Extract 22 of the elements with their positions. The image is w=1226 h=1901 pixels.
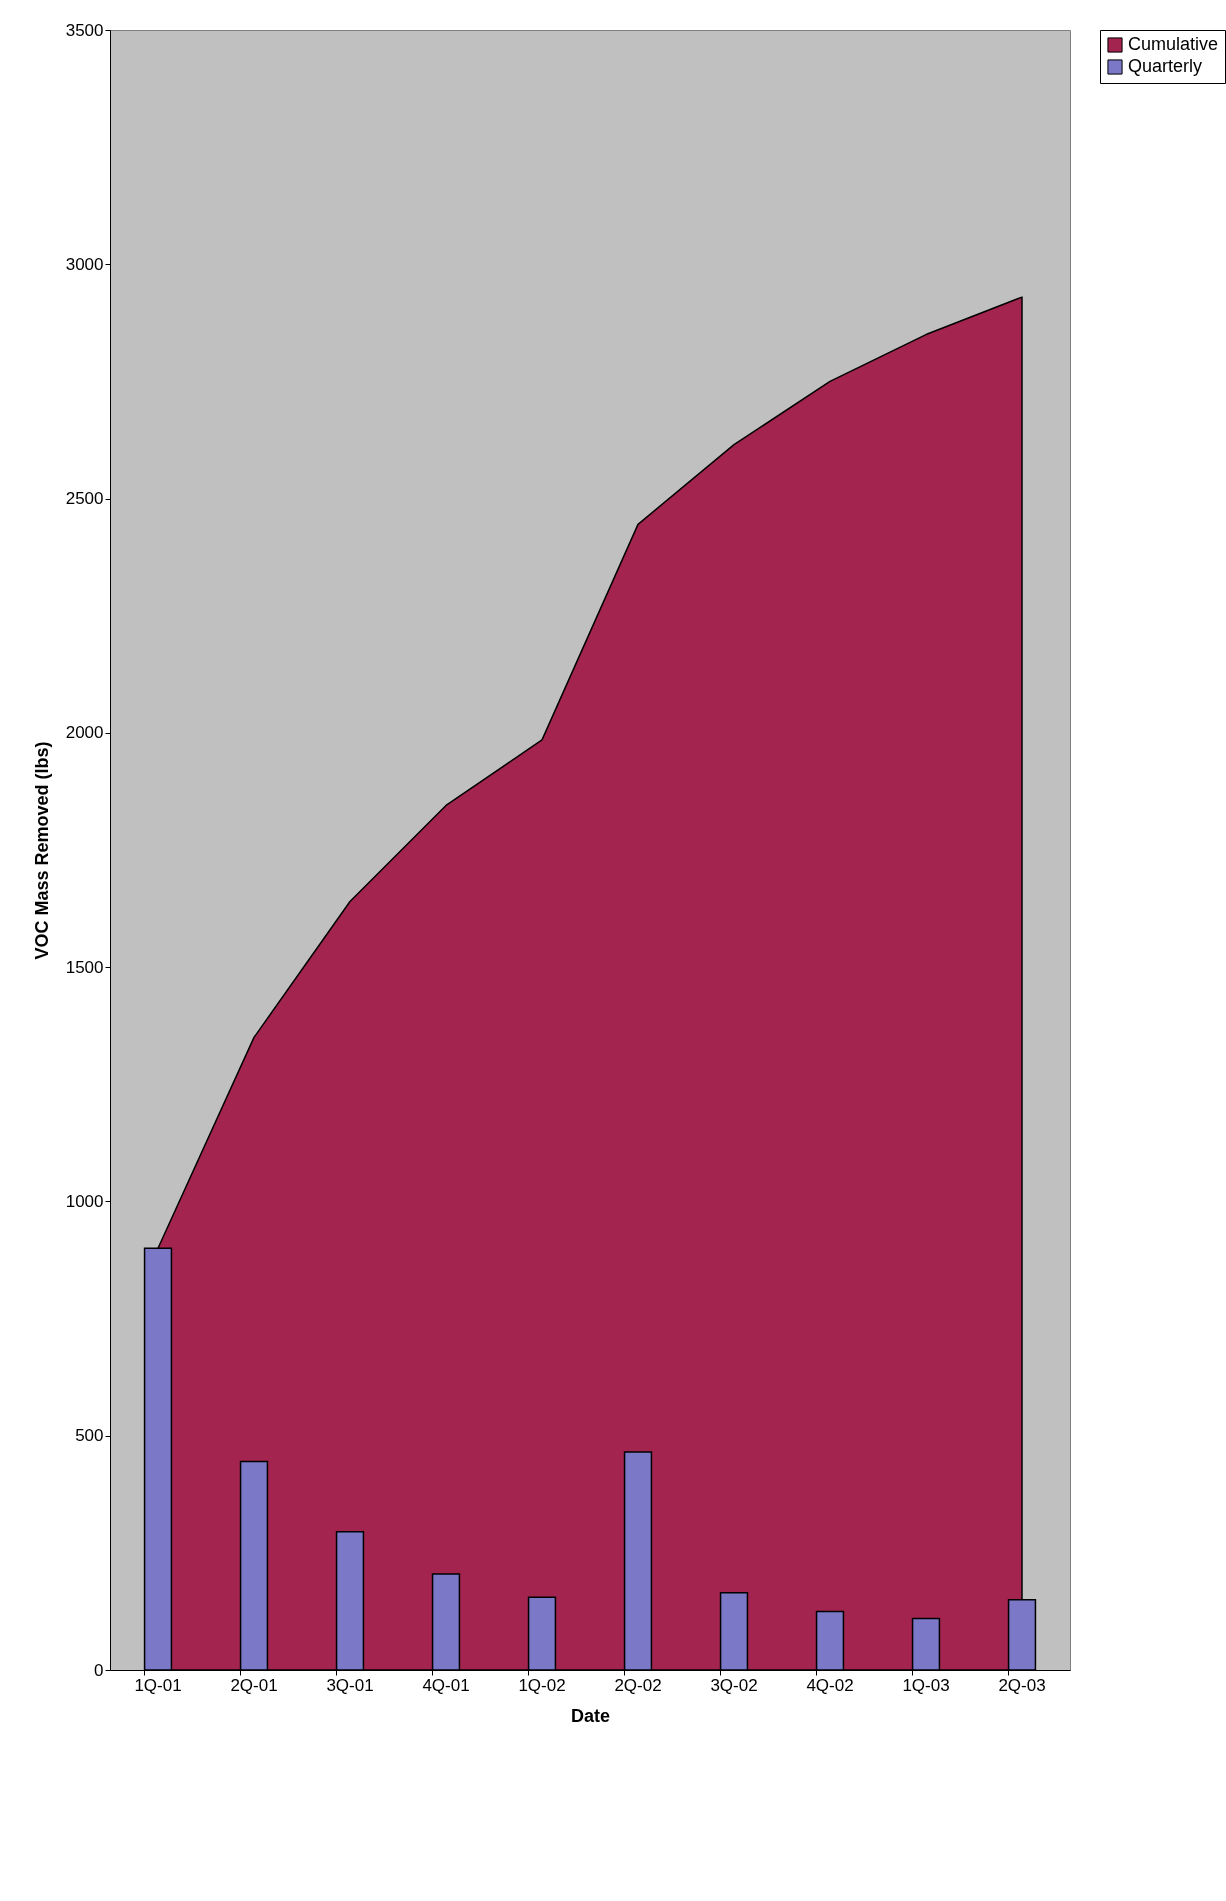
- y-tick-label: 2000: [65, 723, 104, 743]
- y-tick-label: 0: [94, 1660, 104, 1680]
- x-tick-label: 3Q-01: [326, 1675, 374, 1695]
- y-tick-label: 1000: [65, 1191, 104, 1211]
- y-tick-label: 3500: [65, 20, 104, 40]
- x-tick-label: 4Q-02: [806, 1675, 854, 1695]
- x-tick-label: 1Q-03: [902, 1675, 950, 1695]
- x-tick-label: 2Q-03: [998, 1675, 1046, 1695]
- x-tick-label: 2Q-02: [614, 1675, 662, 1695]
- x-tick-label: 3Q-02: [710, 1675, 758, 1695]
- legend-label: Quarterly: [1128, 56, 1203, 76]
- y-tick-label: 500: [75, 1426, 104, 1446]
- y-tick-label: 1500: [65, 957, 104, 977]
- y-axis-title: VOC Mass Removed (lbs): [31, 741, 52, 960]
- legend-label: Cumulative: [1128, 34, 1219, 54]
- x-tick-label: 1Q-01: [134, 1675, 182, 1695]
- x-tick-label: 1Q-02: [518, 1675, 566, 1695]
- x-tick-label: 4Q-01: [422, 1675, 470, 1695]
- x-axis-title: Date: [570, 1705, 611, 1726]
- y-tick-label: 3000: [65, 254, 104, 274]
- x-tick-label: 2Q-01: [230, 1675, 278, 1695]
- y-tick-label: 2500: [65, 489, 104, 509]
